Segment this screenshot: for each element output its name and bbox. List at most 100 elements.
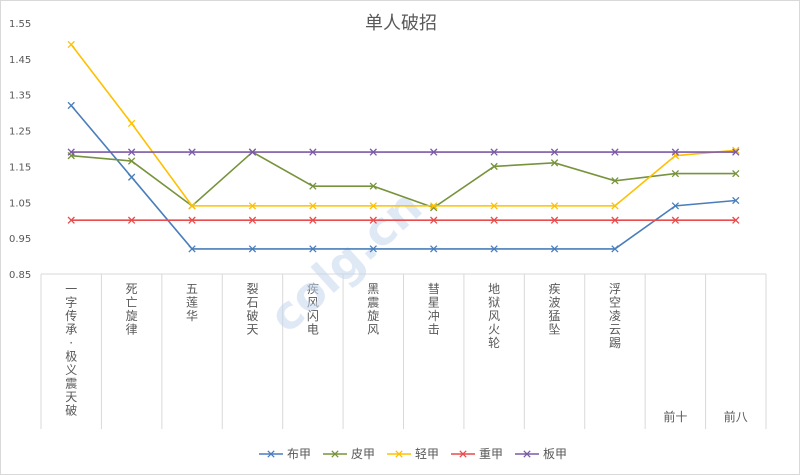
- series-marker: [671, 169, 680, 178]
- marker-stroke: [550, 159, 559, 167]
- marker-stroke: [490, 148, 498, 156]
- y-tick-label: 1.15: [9, 162, 31, 173]
- legend-item: 板甲: [515, 447, 567, 461]
- marker-stroke: [309, 245, 317, 253]
- marker-stroke: [732, 196, 740, 205]
- marker-stroke: [671, 169, 680, 178]
- y-tick-label: 1.55: [9, 19, 31, 30]
- marker-stroke: [732, 148, 740, 156]
- marker-stroke: [732, 216, 740, 224]
- series-marker: [611, 202, 619, 210]
- series-marker: [369, 245, 377, 253]
- x-category-label: 彗星冲击: [428, 282, 440, 337]
- series-marker: [127, 216, 136, 224]
- legend-item: 皮甲: [323, 447, 375, 461]
- series-marker: [248, 216, 257, 224]
- marker-stroke: [490, 162, 498, 171]
- legend-marker: [523, 450, 531, 458]
- series-marker: [732, 169, 740, 178]
- series-marker: [309, 216, 317, 224]
- series-marker: [248, 202, 257, 210]
- marker-stroke: [67, 216, 75, 224]
- marker-stroke: [127, 157, 136, 165]
- series-marker: [369, 202, 377, 210]
- series-marker: [490, 202, 498, 210]
- marker-stroke: [248, 202, 257, 210]
- series-marker: [248, 245, 257, 253]
- legend-label: 轻甲: [415, 447, 439, 461]
- y-tick-label: 1.05: [9, 198, 31, 209]
- marker-stroke: [550, 216, 559, 224]
- legend-item: 轻甲: [387, 447, 439, 461]
- series-marker: [490, 216, 498, 224]
- series-marker: [611, 216, 619, 224]
- series-marker: [369, 182, 377, 190]
- marker-stroke: [369, 182, 377, 190]
- marker-stroke: [67, 148, 75, 156]
- marker-stroke: [490, 245, 498, 253]
- series-line: [70, 44, 736, 207]
- series-marker: [550, 159, 559, 167]
- marker-stroke: [611, 245, 619, 253]
- series-marker: [611, 148, 619, 156]
- marker-stroke: [369, 216, 377, 224]
- series-marker: [550, 202, 559, 210]
- series-marker: [127, 173, 136, 181]
- series-marker: [430, 245, 438, 253]
- series-marker: [127, 157, 136, 165]
- legend-marker: [267, 450, 275, 458]
- y-tick-label: 1.45: [9, 55, 31, 66]
- series-marker: [67, 40, 75, 49]
- marker-stroke: [188, 245, 196, 253]
- marker-stroke: [127, 148, 136, 156]
- series-marker: [430, 148, 438, 156]
- legend-label: 布甲: [287, 447, 311, 461]
- marker-stroke: [490, 202, 498, 210]
- series-marker: [611, 245, 619, 253]
- series-marker: [309, 202, 317, 210]
- chart-title: 单人破招: [365, 13, 437, 34]
- series-marker: [732, 196, 740, 205]
- series-marker: [671, 148, 680, 156]
- legend-item: 布甲: [259, 447, 311, 461]
- x-category-label: 一字传承·极义震天破: [65, 282, 77, 418]
- marker-stroke: [248, 245, 257, 253]
- marker-stroke: [369, 202, 377, 210]
- x-category-label: 裂石破天: [246, 282, 258, 337]
- y-tick-label: 1.25: [9, 127, 31, 138]
- marker-stroke: [309, 202, 317, 210]
- legend-item: 重甲: [451, 447, 503, 461]
- series-marker: [490, 148, 498, 156]
- legend-label: 板甲: [543, 447, 567, 461]
- marker-stroke: [550, 148, 559, 156]
- marker-stroke: [188, 148, 196, 156]
- marker-stroke: [188, 202, 196, 210]
- marker-stroke: [248, 148, 257, 156]
- marker-stroke: [611, 216, 619, 224]
- marker-stroke: [550, 245, 559, 253]
- x-category-label: 五莲华: [186, 282, 198, 323]
- series-marker: [188, 202, 196, 210]
- series-marker: [550, 148, 559, 156]
- marker-stroke: [671, 216, 680, 224]
- watermark-text: colg.cn: [258, 179, 432, 343]
- series-marker: [430, 216, 438, 224]
- series-marker: [248, 148, 257, 156]
- marker-stroke: [67, 101, 75, 110]
- legend-marker: [459, 450, 467, 458]
- marker-stroke: [369, 245, 377, 253]
- marker-stroke: [732, 169, 740, 178]
- marker-stroke: [67, 40, 75, 49]
- series-marker: [490, 245, 498, 253]
- x-category-label: 浮空凌云踢: [609, 282, 621, 350]
- series-line: [71, 151, 736, 209]
- x-category-label: 前十: [663, 409, 687, 424]
- series-marker: [430, 202, 438, 210]
- series-marker: [369, 148, 377, 156]
- marker-stroke: [490, 216, 498, 224]
- series-marker: [309, 182, 317, 190]
- series-marker: [671, 216, 680, 224]
- marker-stroke: [127, 119, 136, 128]
- y-tick-label: 0.95: [9, 234, 31, 245]
